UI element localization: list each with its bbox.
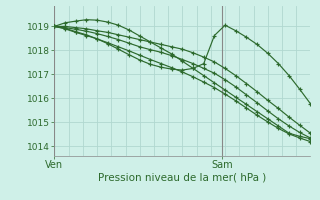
X-axis label: Pression niveau de la mer( hPa ): Pression niveau de la mer( hPa ) (98, 173, 267, 183)
